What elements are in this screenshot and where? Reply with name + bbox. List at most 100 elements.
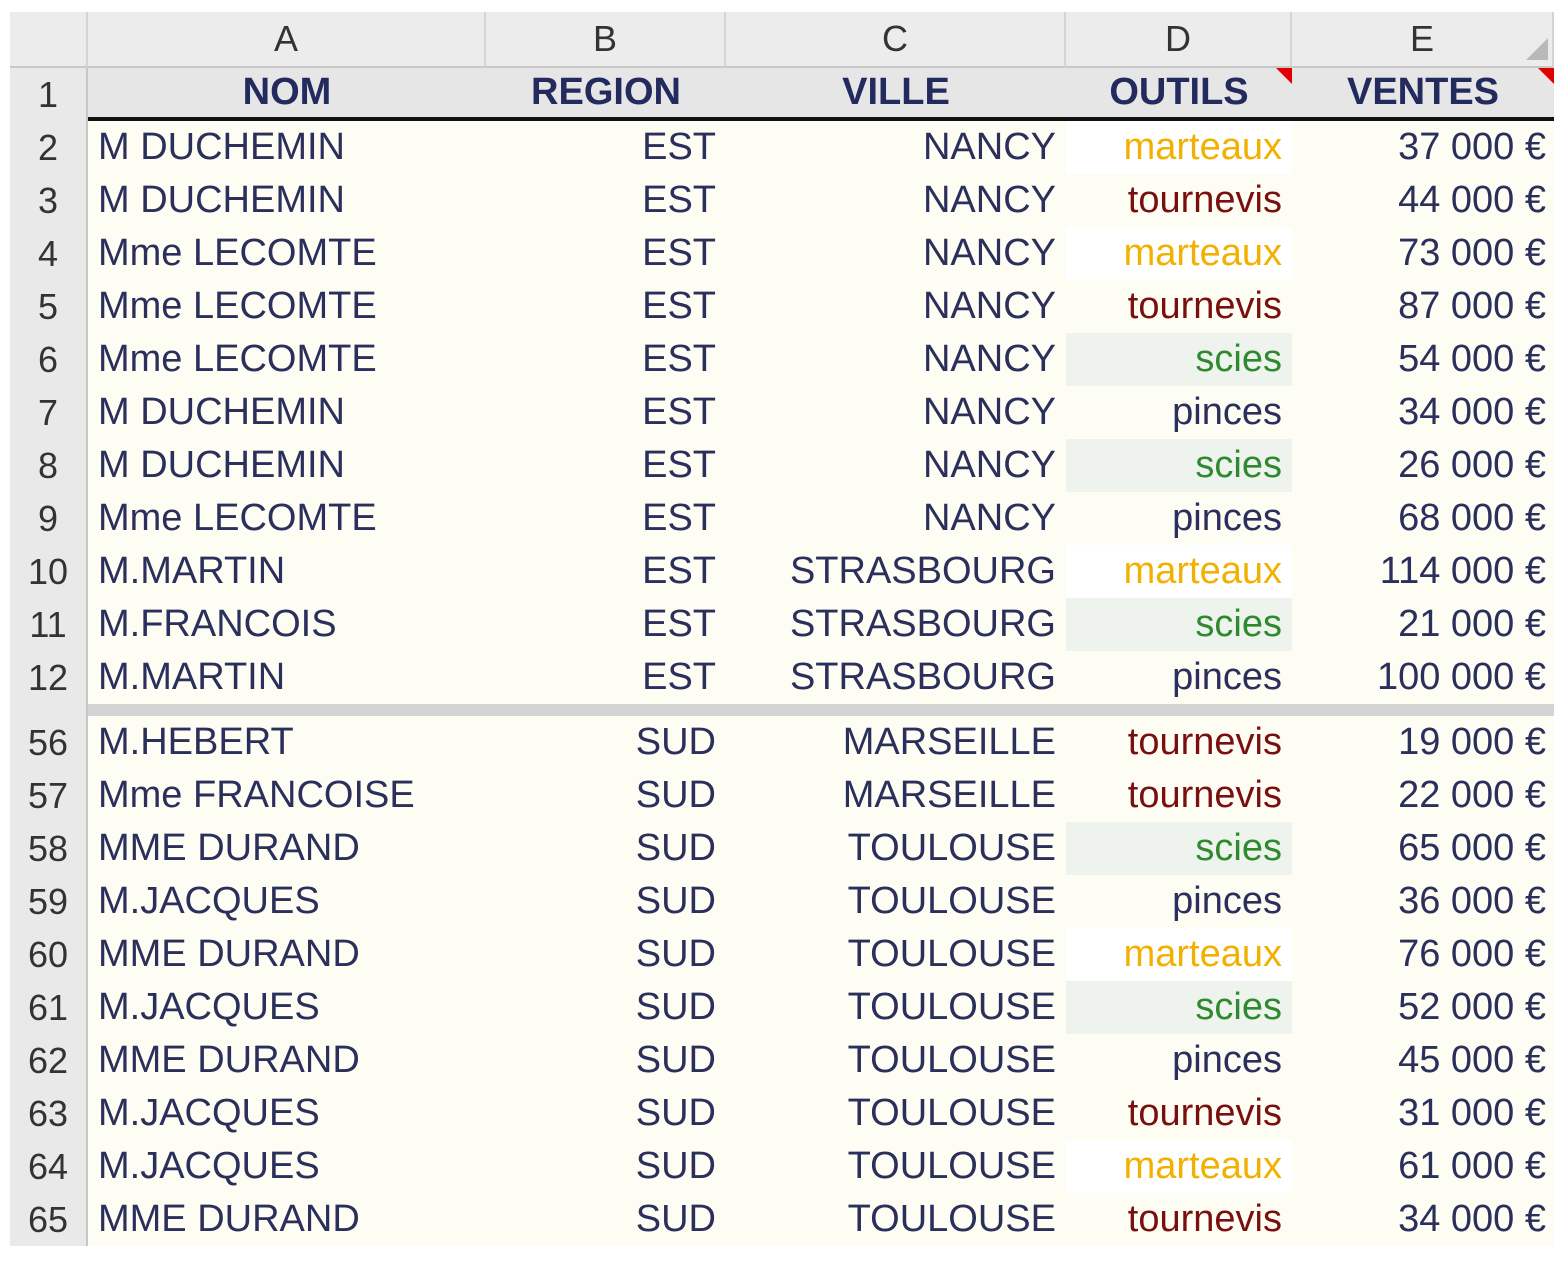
cell-ventes[interactable]: 52 000 € [1292,981,1554,1034]
header-cell-outils[interactable]: OUTILS [1066,68,1292,121]
cell-region[interactable]: EST [486,227,726,280]
cell-nom[interactable]: Mme LECOMTE [88,333,486,386]
row-number[interactable]: 5 [10,280,88,333]
row-number[interactable]: 64 [10,1140,88,1193]
cell-ventes[interactable]: 31 000 € [1292,1087,1554,1140]
cell-outils[interactable]: scies [1066,981,1292,1034]
select-all-corner[interactable] [10,12,1548,68]
cell-region[interactable]: EST [486,492,726,545]
cell-nom[interactable]: Mme FRANCOISE [88,769,486,822]
cell-outils[interactable]: tournevis [1066,1087,1292,1140]
cell-ventes[interactable]: 34 000 € [1292,386,1554,439]
cell-ville[interactable]: STRASBOURG [726,545,1066,598]
cell-region[interactable]: SUD [486,716,726,769]
header-cell-ventes[interactable]: VENTES [1292,68,1554,121]
cell-nom[interactable]: M.JACQUES [88,981,486,1034]
cell-ville[interactable]: NANCY [726,174,1066,227]
cell-region[interactable]: SUD [486,928,726,981]
cell-ventes[interactable]: 76 000 € [1292,928,1554,981]
cell-region[interactable]: SUD [486,769,726,822]
cell-outils[interactable]: scies [1066,822,1292,875]
cell-region[interactable]: EST [486,174,726,227]
header-cell-region[interactable]: REGION [486,68,726,121]
cell-ville[interactable]: MARSEILLE [726,716,1066,769]
cell-nom[interactable]: Mme LECOMTE [88,492,486,545]
cell-ville[interactable]: NANCY [726,227,1066,280]
row-number[interactable]: 1 [10,68,88,121]
cell-ventes[interactable]: 114 000 € [1292,545,1554,598]
cell-ventes[interactable]: 26 000 € [1292,439,1554,492]
cell-region[interactable]: EST [486,598,726,651]
cell-region[interactable]: EST [486,439,726,492]
cell-region[interactable]: EST [486,386,726,439]
cell-ventes[interactable]: 73 000 € [1292,227,1554,280]
cell-ventes[interactable]: 45 000 € [1292,1034,1554,1087]
cell-ventes[interactable]: 44 000 € [1292,174,1554,227]
cell-ventes[interactable]: 21 000 € [1292,598,1554,651]
cell-nom[interactable]: Mme LECOMTE [88,280,486,333]
cell-outils[interactable]: pinces [1066,1034,1292,1087]
cell-region[interactable]: EST [486,545,726,598]
cell-ville[interactable]: TOULOUSE [726,1193,1066,1246]
row-number[interactable]: 4 [10,227,88,280]
row-number[interactable]: 62 [10,1034,88,1087]
cell-ventes[interactable]: 37 000 € [1292,121,1554,174]
cell-ville[interactable]: NANCY [726,333,1066,386]
cell-ventes[interactable]: 65 000 € [1292,822,1554,875]
column-header-a[interactable]: A [88,12,486,68]
cell-outils[interactable]: marteaux [1066,545,1292,598]
cell-ventes[interactable]: 36 000 € [1292,875,1554,928]
cell-ville[interactable]: TOULOUSE [726,981,1066,1034]
cell-ventes[interactable]: 61 000 € [1292,1140,1554,1193]
cell-region[interactable]: EST [486,280,726,333]
cell-nom[interactable]: M.JACQUES [88,875,486,928]
cell-ville[interactable]: TOULOUSE [726,875,1066,928]
row-number[interactable]: 61 [10,981,88,1034]
cell-ville[interactable]: NANCY [726,492,1066,545]
cell-outils[interactable]: pinces [1066,386,1292,439]
row-number[interactable]: 60 [10,928,88,981]
cell-nom[interactable]: M.FRANCOIS [88,598,486,651]
row-number[interactable]: 57 [10,769,88,822]
cell-outils[interactable]: marteaux [1066,227,1292,280]
cell-ventes[interactable]: 22 000 € [1292,769,1554,822]
cell-region[interactable]: EST [486,651,726,704]
cell-ventes[interactable]: 34 000 € [1292,1193,1554,1246]
cell-ville[interactable]: STRASBOURG [726,598,1066,651]
cell-ville[interactable]: NANCY [726,280,1066,333]
cell-ventes[interactable]: 68 000 € [1292,492,1554,545]
cell-ville[interactable]: TOULOUSE [726,1087,1066,1140]
header-cell-ville[interactable]: VILLE [726,68,1066,121]
cell-ville[interactable]: TOULOUSE [726,822,1066,875]
row-number[interactable]: 9 [10,492,88,545]
cell-nom[interactable]: M.MARTIN [88,651,486,704]
cell-nom[interactable]: MME DURAND [88,822,486,875]
header-cell-nom[interactable]: NOM [88,68,486,121]
cell-region[interactable]: SUD [486,1034,726,1087]
cell-ville[interactable]: NANCY [726,439,1066,492]
column-header-b[interactable]: B [486,12,726,68]
cell-outils[interactable]: marteaux [1066,121,1292,174]
cell-nom[interactable]: Mme LECOMTE [88,227,486,280]
comment-indicator-icon[interactable] [1276,68,1292,84]
cell-region[interactable]: SUD [486,1140,726,1193]
cell-region[interactable]: SUD [486,1193,726,1246]
cell-outils[interactable]: pinces [1066,492,1292,545]
column-header-e[interactable]: E [1292,12,1554,68]
cell-ville[interactable]: STRASBOURG [726,651,1066,704]
cell-region[interactable]: SUD [486,822,726,875]
cell-ville[interactable]: NANCY [726,386,1066,439]
row-number[interactable]: 3 [10,174,88,227]
cell-ville[interactable]: TOULOUSE [726,1034,1066,1087]
cell-outils[interactable]: scies [1066,333,1292,386]
row-number[interactable]: 10 [10,545,88,598]
cell-region[interactable]: SUD [486,1087,726,1140]
cell-region[interactable]: EST [486,333,726,386]
cell-ville[interactable]: TOULOUSE [726,1140,1066,1193]
cell-nom[interactable]: M.MARTIN [88,545,486,598]
cell-nom[interactable]: M DUCHEMIN [88,439,486,492]
column-header-d[interactable]: D [1066,12,1292,68]
row-number[interactable]: 6 [10,333,88,386]
cell-nom[interactable]: M DUCHEMIN [88,121,486,174]
cell-outils[interactable]: tournevis [1066,280,1292,333]
